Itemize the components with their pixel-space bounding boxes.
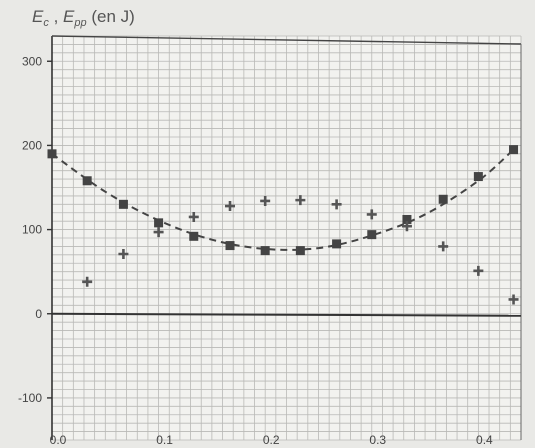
plus-marker (366, 209, 377, 220)
y-tick-label: -100 (18, 391, 42, 405)
square-marker (82, 176, 92, 186)
plus-marker (225, 201, 236, 212)
title-sub1: c (43, 17, 49, 29)
title-sep: , (49, 7, 63, 26)
plus-marker (473, 265, 484, 276)
plus-marker (508, 294, 519, 305)
square-marker (402, 214, 412, 224)
y-tick-label: 100 (22, 223, 42, 237)
x-tick-label: 0.3 (369, 433, 386, 447)
square-marker (47, 149, 57, 159)
title-unit: (en J) (87, 7, 135, 26)
x-tick-label: 0.0 (50, 433, 67, 447)
square-marker (260, 246, 270, 256)
plus-marker (438, 241, 449, 252)
title-sub2: pp (73, 17, 86, 29)
x-tick-label: 0.1 (156, 433, 173, 447)
plus-marker (401, 221, 412, 232)
zero-line (51, 312, 522, 317)
square-marker (118, 199, 128, 209)
plus-marker (153, 227, 164, 238)
square-marker (367, 230, 377, 240)
square-marker (473, 172, 483, 182)
plot-area: 300 200 100 0 -100 0.0 0.1 0.2 0.3 0.4 (18, 35, 522, 447)
title-e2: E (63, 7, 75, 26)
square-marker (154, 218, 164, 228)
y-tick-label: 200 (22, 138, 42, 152)
square-marker (332, 239, 342, 249)
square-marker (509, 145, 519, 155)
square-marker (438, 194, 448, 204)
x-tick-label: 0.2 (263, 433, 280, 447)
square-marker (225, 241, 235, 251)
plus-marker (295, 195, 306, 206)
title-e1: E (32, 7, 44, 26)
plus-marker (82, 276, 93, 287)
square-marker (295, 246, 305, 256)
y-tick-label: 0 (35, 307, 42, 321)
plus-marker (260, 195, 271, 206)
plus-marker (331, 199, 342, 210)
plus-marker (188, 211, 199, 222)
top-border-line (51, 35, 522, 45)
square-marker (189, 231, 199, 241)
plus-marker (118, 248, 129, 259)
chart-title: Ec , Epp (en J) (32, 7, 135, 29)
y-tick-label: 300 (22, 54, 42, 68)
x-tick-label: 0.4 (476, 433, 493, 447)
